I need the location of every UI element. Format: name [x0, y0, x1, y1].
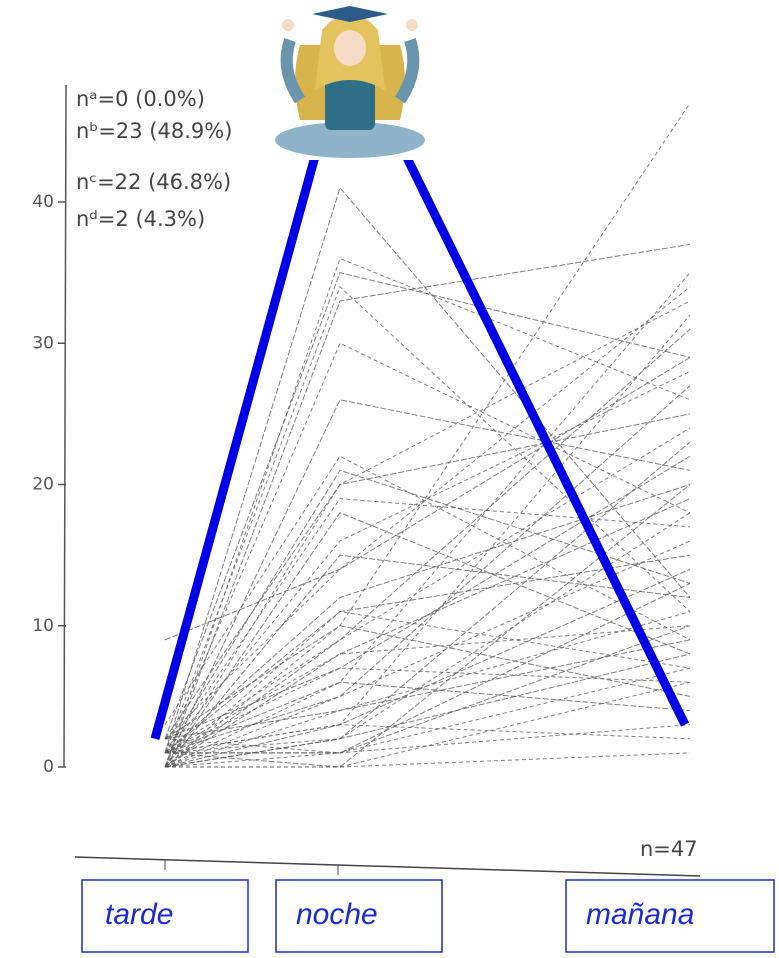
series-line — [165, 682, 690, 767]
x-tick-label: mañana — [586, 898, 694, 931]
annotation: nᵃ=0 (0.0%) — [76, 87, 205, 111]
chart: nᵃ=0 (0.0%) nᵇ=23 (48.9%) nᶜ=22 (46.8%) … — [0, 0, 779, 958]
annotation: nᵇ=23 (48.9%) — [76, 119, 232, 143]
series-line — [165, 513, 690, 753]
series-line — [165, 626, 690, 739]
series-line — [165, 753, 690, 767]
n-label: n=47 — [640, 837, 698, 861]
cartoon-girl — [268, 0, 432, 160]
x-axis — [75, 857, 700, 876]
x-tick-label: noche — [296, 898, 378, 931]
series-line — [165, 456, 690, 724]
y-axis — [64, 85, 66, 767]
y-tick-label: 40 — [32, 192, 54, 212]
y-tick-label: 0 — [43, 757, 54, 777]
series-line — [165, 259, 690, 768]
y-tick-label: 30 — [32, 333, 54, 353]
y-tick-label: 20 — [32, 475, 54, 495]
highlight-line — [401, 146, 685, 725]
series-line — [165, 725, 690, 767]
y-tick-label: 10 — [32, 616, 54, 636]
x-tick-label: tarde — [105, 898, 173, 931]
highlight-line — [155, 146, 318, 739]
annotation: nᵈ=2 (4.3%) — [76, 207, 205, 231]
series-line — [165, 188, 690, 753]
annotation: nᶜ=22 (46.8%) — [76, 170, 231, 194]
series-line — [165, 555, 690, 753]
